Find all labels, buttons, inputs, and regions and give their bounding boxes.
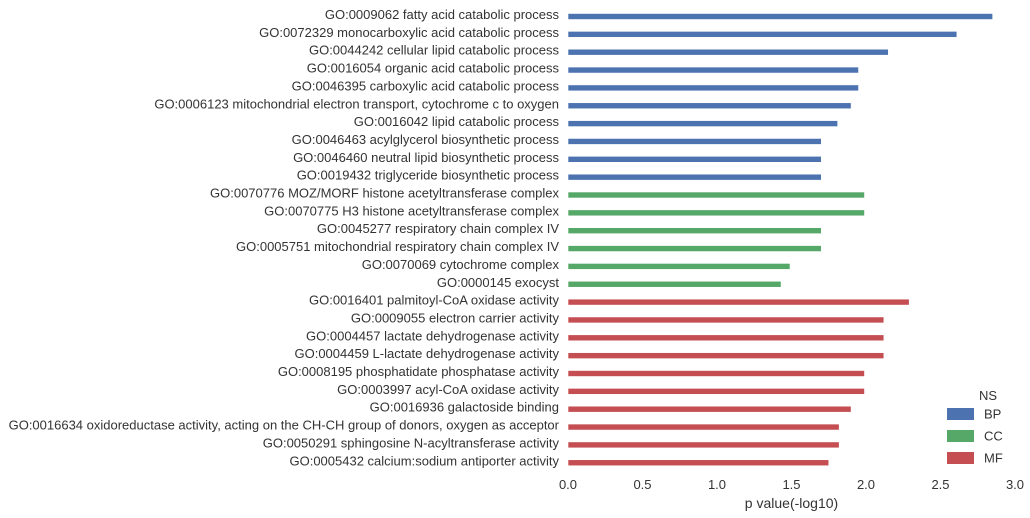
bar-bp: [567, 138, 822, 145]
category-label: GO:0005432 calcium:sodium antiporter act…: [289, 453, 559, 468]
bar-bp: [567, 31, 958, 38]
legend-label-cc: CC: [984, 429, 1003, 444]
bar-mf: [567, 370, 865, 377]
bar-mf: [567, 352, 885, 359]
category-label: GO:0045277 respiratory chain complex IV: [317, 221, 559, 236]
category-label: GO:0019432 triglyceride biosynthetic pro…: [297, 168, 560, 183]
bar-mf: [567, 388, 865, 395]
bar-mf: [567, 441, 840, 449]
category-label: GO:0046395 carboxylic acid catabolic pro…: [292, 78, 560, 93]
legend-swatch-bp: [947, 408, 974, 420]
category-label: GO:0000145 exocyst: [437, 275, 560, 290]
category-label: GO:0046463 acylglycerol biosynthetic pro…: [292, 132, 560, 147]
category-label: GO:0070776 MOZ/MORF histone acetyltransf…: [210, 186, 559, 201]
bar-bp: [567, 84, 859, 92]
category-label: GO:0005751 mitochondrial respiratory cha…: [236, 239, 559, 254]
category-label: GO:0016634 oxidoreductase activity, acti…: [9, 418, 560, 433]
bar-bp: [567, 48, 889, 56]
bar-cc: [567, 263, 791, 270]
category-label: GO:0004457 lactate dehydrogenase activit…: [306, 328, 559, 343]
bar-mf: [567, 459, 830, 467]
bar-cc: [567, 209, 865, 217]
x-tick-label: 3.0: [1006, 477, 1024, 492]
x-tick-label: 0.0: [559, 477, 577, 492]
category-label: GO:0070069 cytochrome complex: [362, 257, 560, 272]
category-label: GO:0016054 organic acid catabolic proces…: [307, 61, 560, 76]
category-label: GO:0004459 L-lactate dehydrogenase activ…: [294, 346, 559, 361]
bars-group: [567, 13, 993, 467]
legend: NS BP CC MF: [947, 388, 1003, 466]
x-tick-label: 2.5: [931, 477, 949, 492]
bar-mf: [567, 298, 910, 306]
bar-bp: [567, 173, 822, 181]
category-label: GO:0044242 cellular lipid catabolic proc…: [309, 43, 560, 58]
category-label: GO:0003997 acyl-CoA oxidase activity: [337, 382, 559, 397]
category-label: GO:0016401 palmitoyl-CoA oxidase activit…: [309, 293, 560, 308]
category-label: GO:0006123 mitochondrial electron transp…: [154, 96, 559, 111]
bar-mf: [567, 405, 852, 413]
bar-bp: [567, 102, 852, 110]
category-label: GO:0009062 fatty acid catabolic process: [325, 7, 560, 22]
bar-mf: [567, 423, 840, 431]
x-axis-title: p value(-log10): [745, 495, 838, 511]
x-tick-label: 2.0: [857, 477, 875, 492]
category-label: GO:0070775 H3 histone acetyltransferase …: [264, 203, 559, 218]
category-label: GO:0046460 neutral lipid biosynthetic pr…: [293, 150, 559, 165]
bar-mf: [567, 316, 885, 324]
legend-label-bp: BP: [984, 407, 1001, 422]
bar-bp: [567, 66, 859, 74]
legend-label-mf: MF: [984, 451, 1003, 466]
legend-swatch-cc: [947, 430, 974, 442]
bar-cc: [567, 227, 822, 234]
legend-title: NS: [979, 388, 997, 403]
x-tick-label: 0.5: [633, 477, 651, 492]
category-label: GO:0009055 electron carrier activity: [351, 310, 560, 325]
bar-cc: [567, 280, 782, 288]
category-labels: GO:0009062 fatty acid catabolic process G…: [9, 7, 560, 468]
category-label: GO:0050291 sphingosine N-acyltransferase…: [263, 435, 560, 450]
bar-bp: [567, 156, 822, 163]
x-tick-label: 1.0: [708, 477, 726, 492]
bar-mf: [567, 334, 885, 342]
x-axis-ticks: 0.0 0.5 1.0 1.5 2.0 2.5 3.0: [559, 477, 1024, 492]
category-label: GO:0016936 galactoside binding: [370, 400, 559, 415]
category-label: GO:0072329 monocarboxylic acid catabolic…: [259, 25, 559, 40]
bar-bp: [567, 120, 838, 127]
bar-cc: [567, 245, 822, 252]
category-label: GO:0008195 phosphatidate phosphatase act…: [278, 364, 560, 379]
bar-bp: [567, 13, 993, 20]
bar-cc: [567, 191, 865, 199]
legend-swatch-mf: [947, 452, 974, 464]
category-label: GO:0016042 lipid catabolic process: [354, 114, 560, 129]
x-tick-label: 1.5: [782, 477, 800, 492]
